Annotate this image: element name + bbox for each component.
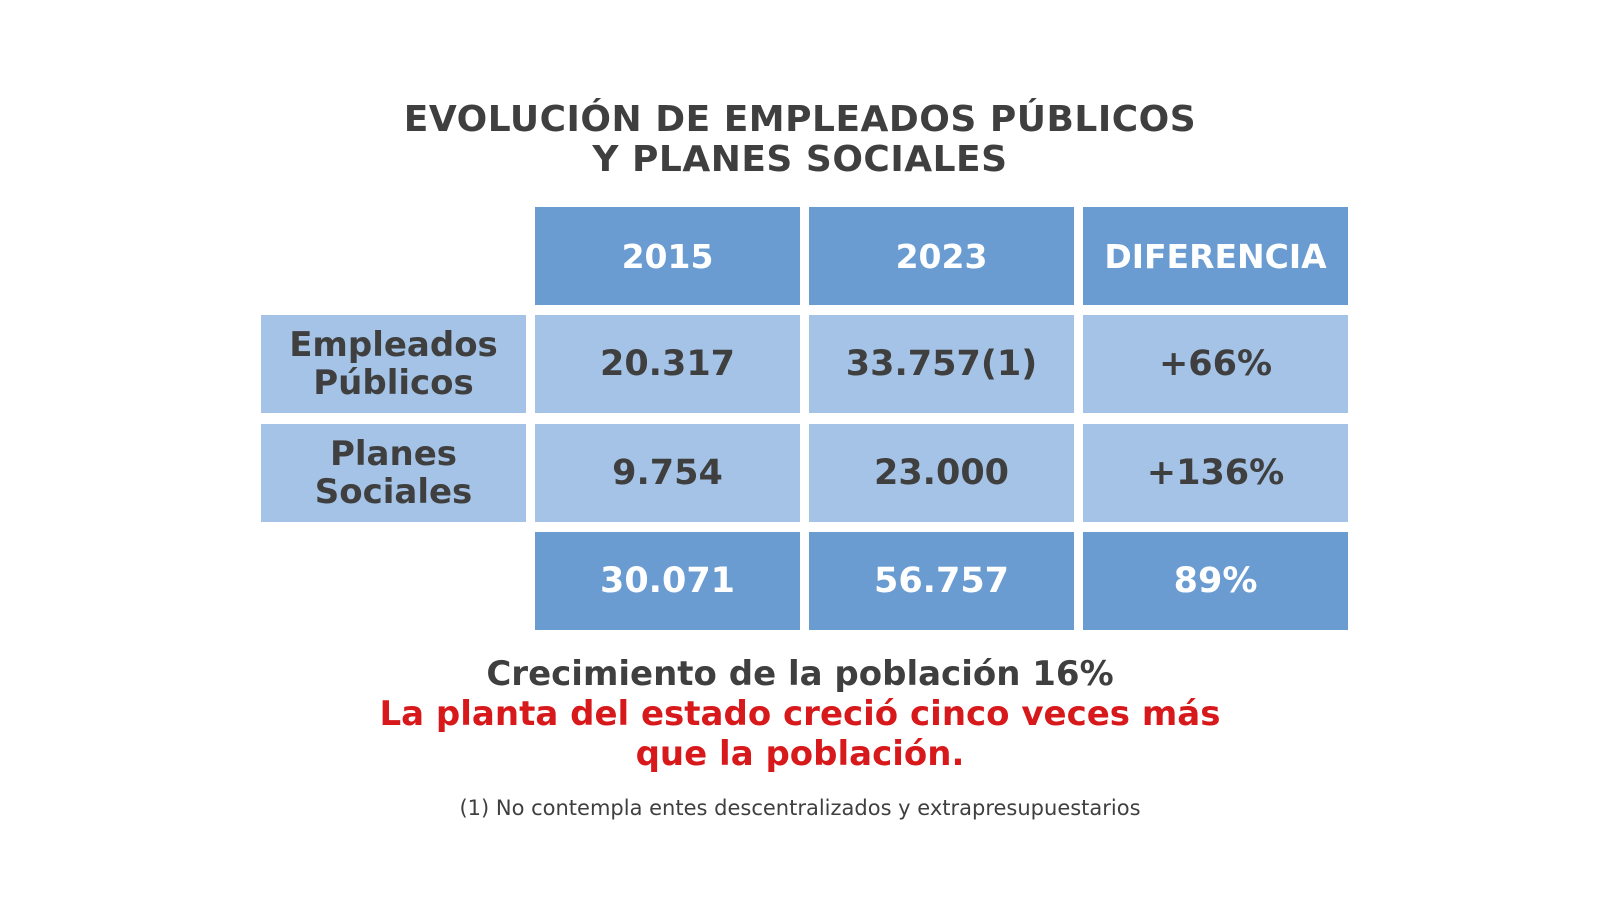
cell-empleados-diferencia: +66% (1083, 315, 1348, 413)
row-label-empleados-publicos: Empleados Públicos (261, 315, 526, 413)
row-label-line-1: Planes (329, 434, 458, 474)
conclusion-text: La planta del estado creció cinco veces … (0, 694, 1600, 774)
footnote: (1) No contempla entes descentralizados … (459, 796, 1141, 820)
conclusion-line-2: que la población. (635, 734, 965, 774)
row-label-line-2: Sociales (314, 472, 473, 512)
total-2015: 30.071 (535, 532, 800, 630)
cell-planes-2015: 9.754 (535, 424, 800, 522)
cell-empleados-2015: 20.317 (535, 315, 800, 413)
row-label-planes-sociales: Planes Sociales (261, 424, 526, 522)
cell-empleados-2023: 33.757(1) (809, 315, 1074, 413)
conclusion-line-1: La planta del estado creció cinco veces … (379, 694, 1221, 734)
column-header-2015: 2015 (535, 207, 800, 305)
row-label-line-2: Públicos (313, 363, 474, 403)
cell-planes-2023: 23.000 (809, 424, 1074, 522)
cell-planes-diferencia: +136% (1083, 424, 1348, 522)
chart-title-line-2: Y PLANES SOCIALES (592, 139, 1008, 180)
total-diferencia: 89% (1083, 532, 1348, 630)
column-header-diferencia: DIFERENCIA (1083, 207, 1348, 305)
total-2023: 56.757 (809, 532, 1074, 630)
chart-title: EVOLUCIÓN DE EMPLEADOS PÚBLICOS Y PLANES… (0, 100, 1600, 180)
column-header-2023: 2023 (809, 207, 1074, 305)
row-label-line-1: Empleados (289, 325, 498, 365)
chart-title-line-1: EVOLUCIÓN DE EMPLEADOS PÚBLICOS (403, 99, 1197, 140)
population-growth-text: Crecimiento de la población 16% (486, 654, 1114, 694)
